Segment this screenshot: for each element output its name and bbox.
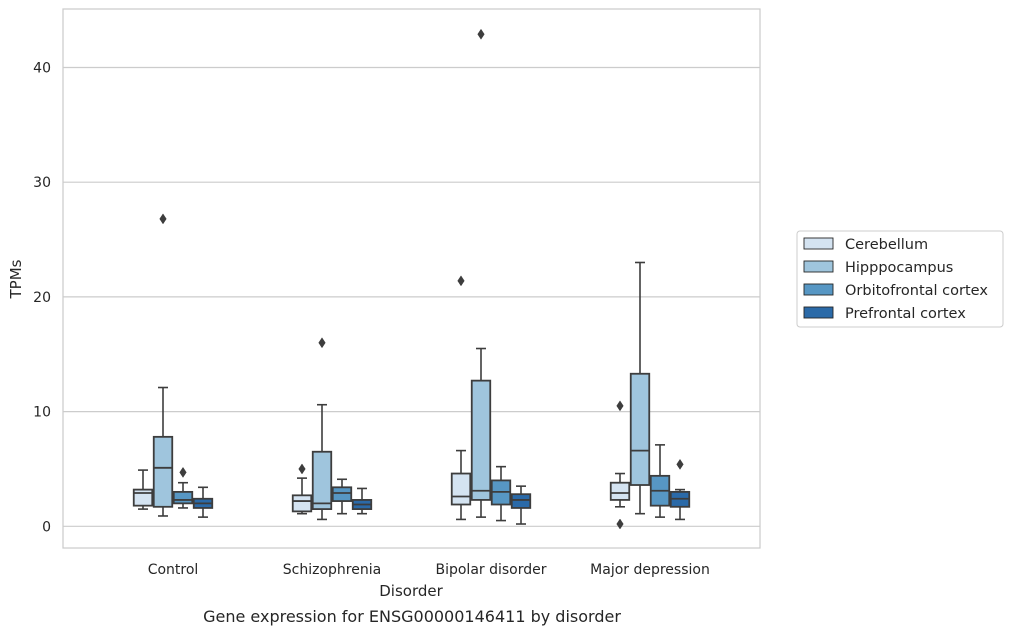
box-hipppocampus [629, 261, 651, 515]
legend-label: Cerebellum [845, 237, 928, 253]
x-tick-label: Major depression [590, 562, 710, 578]
box-iqr [450, 472, 472, 506]
box-orbitofrontal-cortex [172, 466, 194, 509]
box-iqr [510, 493, 532, 509]
outlier-point [616, 400, 624, 412]
box-prefrontal-cortex [669, 458, 691, 521]
box-iqr [291, 494, 313, 513]
outlier-point [179, 466, 187, 478]
box-cerebellum [132, 469, 154, 510]
box-cerebellum [450, 275, 472, 521]
box-hipppocampus [311, 337, 333, 521]
y-tick-label: 30 [33, 175, 51, 191]
outlier-point [676, 458, 684, 470]
legend-frame [796, 230, 1004, 328]
y-tick-label: 40 [33, 61, 51, 77]
box-iqr [331, 486, 353, 502]
outlier-point [477, 28, 485, 40]
box-hipppocampus [152, 213, 174, 517]
box-iqr [629, 372, 651, 486]
box-prefrontal-cortex [192, 486, 214, 518]
legend-swatch [803, 260, 834, 273]
legend: Cerebellum Hipppocampus Orbitofrontal cort… [796, 230, 1004, 328]
box-iqr [311, 450, 333, 510]
legend-label: Orbitofrontal cortex [845, 283, 988, 299]
box-hipppocampus [470, 28, 492, 518]
outlier-point [616, 518, 624, 530]
box-iqr [609, 481, 631, 501]
box-plot-groups [132, 28, 691, 530]
y-tick-label: 0 [42, 519, 51, 535]
chart-title: Gene expression for ENSG00000146411 by d… [203, 607, 621, 626]
y-axis-ticks: 0 10 20 30 40 [33, 61, 51, 536]
x-axis-title: Disorder [379, 582, 443, 600]
box-prefrontal-cortex [510, 485, 532, 525]
box-prefrontal-cortex [351, 487, 373, 515]
outlier-point [457, 275, 465, 287]
legend-swatch [803, 306, 834, 319]
x-tick-label: Control [148, 562, 199, 578]
x-axis-ticks: Control Schizophrenia Bipolar disorder Majo… [148, 562, 710, 578]
box-orbitofrontal-cortex [649, 444, 671, 518]
legend-swatch [803, 237, 834, 250]
legend-label: Prefrontal cortex [845, 306, 966, 322]
box-orbitofrontal-cortex [331, 478, 353, 515]
legend-swatch [803, 283, 834, 296]
y-axis-title: TPMs [7, 259, 25, 299]
outlier-point [298, 463, 306, 475]
x-tick-label: Bipolar disorder [435, 562, 546, 578]
box-orbitofrontal-cortex [490, 465, 512, 522]
plot-area-frame [62, 8, 761, 549]
box-cerebellum [609, 400, 631, 530]
box-iqr [172, 490, 194, 505]
legend-label: Hipppocampus [845, 260, 953, 276]
outlier-point [318, 337, 326, 349]
box-iqr [470, 379, 492, 501]
outlier-point [159, 213, 167, 225]
box-iqr [152, 435, 174, 508]
y-tick-label: 20 [33, 290, 51, 306]
box-iqr [132, 488, 154, 507]
x-tick-label: Schizophrenia [283, 562, 381, 578]
box-cerebellum [291, 463, 313, 515]
y-tick-label: 10 [33, 405, 51, 421]
